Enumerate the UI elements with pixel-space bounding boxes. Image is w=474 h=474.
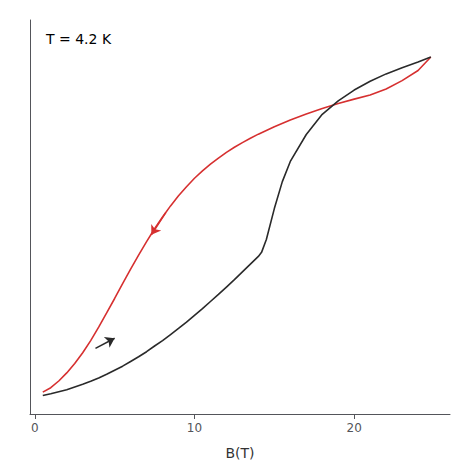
svg-text:10: 10 [187,421,202,435]
svg-text:B(T): B(T) [225,445,254,461]
svg-text:0: 0 [31,421,39,435]
svg-text:T = 4.2 K: T = 4.2 K [45,31,112,47]
svg-text:20: 20 [347,421,362,435]
